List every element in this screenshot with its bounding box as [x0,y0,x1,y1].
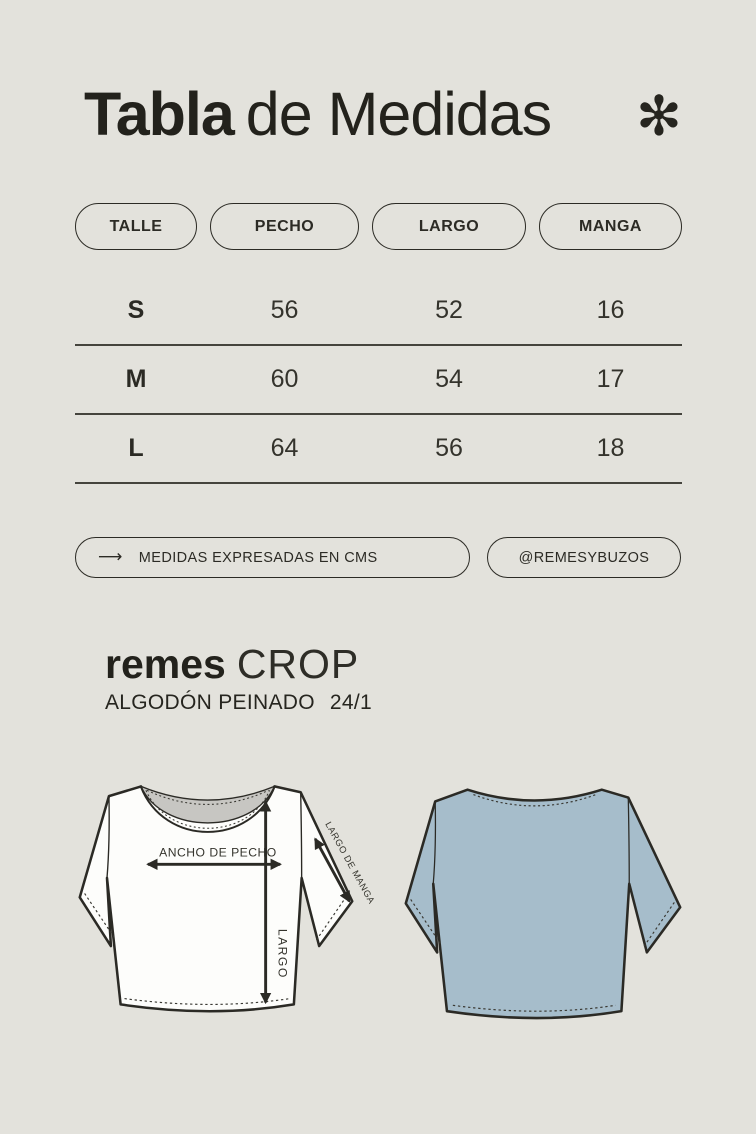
cell-pecho: 56 [270,296,299,324]
cell-pecho: 60 [270,365,299,393]
armhole-seam-left [432,801,437,884]
column-chip-manga[interactable]: MANGA [539,203,682,250]
social-handle-chip[interactable]: @REMESYBUZOS [487,537,681,578]
cell-manga: 18 [596,434,625,462]
backneck-stitch [146,789,269,805]
fabric-name: ALGODÓN PEINADO [105,691,315,714]
page-title: Tabla de Medidas [84,79,552,149]
column-chip-pecho[interactable]: PECHO [210,203,359,250]
units-note-chip[interactable]: ⟶ MEDIDAS EXPRESADAS EN CMS [75,537,470,578]
cuff-stitch-left [410,899,442,945]
back-shirt-diagram [404,788,682,1020]
fabric-spec: ALGODÓN PEINADO 24/1 [105,691,372,715]
size-table: S 56 52 16 M 60 54 17 L 64 56 18 [75,277,682,484]
page-title-regular: de Medidas [245,80,552,148]
cell-manga: 16 [596,296,625,324]
armhole-seam-right [627,797,630,884]
cell-size: L [128,434,144,462]
product-block: remes CROP ALGODÓN PEINADO 24/1 [105,641,372,715]
cell-largo: 52 [435,296,463,324]
cell-size: M [125,365,147,393]
product-name: remes CROP [105,641,372,688]
asterisk-icon: ✻ [635,83,682,148]
back-shirt-body [404,788,682,1020]
notes-row: ⟶ MEDIDAS EXPRESADAS EN CMS @REMESYBUZOS [75,537,681,578]
social-handle-label: @REMESYBUZOS [518,549,650,566]
yarn-count: 24/1 [329,691,372,714]
cell-size: S [127,296,145,324]
body-length-label: LARGO [275,929,289,979]
cell-manga: 17 [596,365,625,393]
column-chip-talle[interactable]: TALLE [75,203,197,250]
cuff-stitch-left [84,893,116,939]
armhole-seam-left [106,796,110,878]
header: Tabla de Medidas ✻ [84,76,682,152]
sleeve-length-arrow [313,837,351,903]
front-shirt-diagram: ANCHO DE PECHO LARGO LARGO DE MANGA [78,785,377,1013]
cuff-stitch-right [315,896,347,941]
page-title-bold: Tabla [84,80,235,148]
column-chip-largo[interactable]: LARGO [372,203,526,250]
armhole-seam-right [299,792,303,878]
cuff-stitch-right [643,902,675,947]
collar-stitch [145,790,271,829]
cell-largo: 54 [435,365,463,393]
hem-stitch [124,998,291,1005]
table-row-m: M 60 54 17 [75,346,682,415]
table-row-l: L 64 56 18 [75,415,682,484]
units-note-label: MEDIDAS EXPRESADAS EN CMS [138,549,378,566]
cell-pecho: 64 [270,434,299,462]
product-model: CROP [236,641,360,687]
chest-width-label: ANCHO DE PECHO [159,845,277,859]
table-column-headers: TALLE PECHO LARGO MANGA [75,203,682,250]
table-row-s: S 56 52 16 [75,277,682,346]
arrow-right-icon: ⟶ [98,546,123,567]
brand-name: remes [105,641,226,687]
backneck-stitch [473,794,597,807]
cell-largo: 56 [435,434,463,462]
